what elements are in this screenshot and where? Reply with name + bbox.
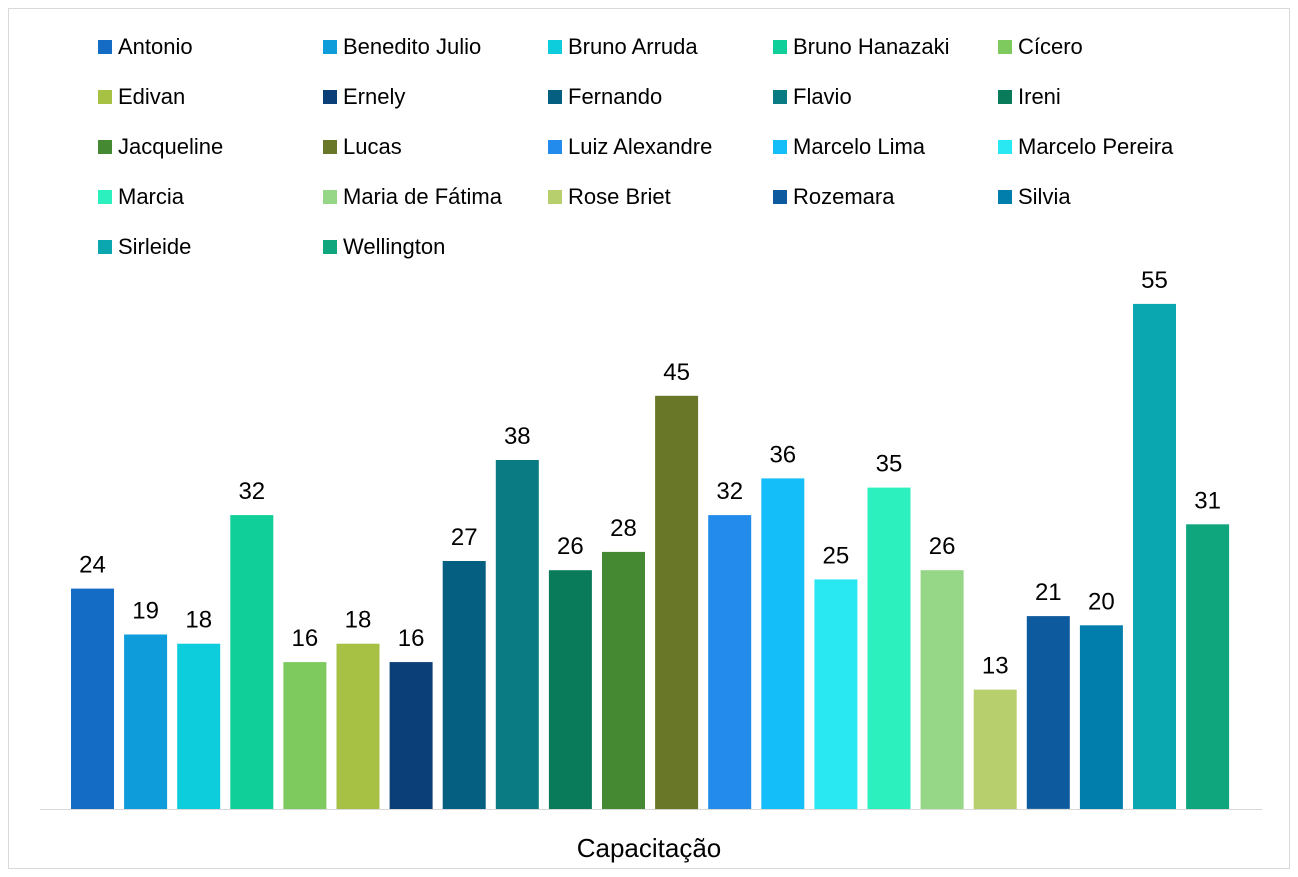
data-label: 35 xyxy=(876,451,903,478)
data-label: 18 xyxy=(345,607,372,634)
bar xyxy=(655,396,698,809)
data-label: 26 xyxy=(557,533,584,560)
data-label: 32 xyxy=(238,478,265,505)
data-label: 13 xyxy=(982,653,1009,680)
data-label: 24 xyxy=(79,552,106,579)
data-label: 38 xyxy=(504,423,531,450)
bar xyxy=(177,644,220,809)
data-label: 26 xyxy=(929,533,956,560)
data-label: 36 xyxy=(769,441,796,468)
bar xyxy=(443,561,486,809)
bar xyxy=(283,662,326,809)
data-label: 18 xyxy=(185,607,212,634)
bar xyxy=(921,570,964,809)
bar xyxy=(602,552,645,809)
bar xyxy=(1186,524,1229,809)
bar xyxy=(1027,616,1070,809)
data-label: 16 xyxy=(398,625,425,652)
data-label: 25 xyxy=(823,542,850,569)
bar xyxy=(708,515,751,809)
bar xyxy=(124,635,167,810)
bar xyxy=(496,460,539,809)
bar xyxy=(1133,304,1176,809)
data-label: 16 xyxy=(292,625,319,652)
bar xyxy=(337,644,380,809)
bar xyxy=(868,488,911,809)
data-label: 21 xyxy=(1035,579,1062,606)
bar xyxy=(761,478,804,809)
bar xyxy=(549,570,592,809)
data-label: 27 xyxy=(451,524,478,551)
data-label: 20 xyxy=(1088,588,1115,615)
data-label: 45 xyxy=(663,359,690,386)
data-label: 28 xyxy=(610,515,637,542)
bar xyxy=(974,690,1017,809)
data-label: 32 xyxy=(716,478,743,505)
data-label: 19 xyxy=(132,598,159,625)
data-label: 31 xyxy=(1194,487,1221,514)
data-label: 55 xyxy=(1141,267,1168,294)
bar xyxy=(814,579,857,809)
bar xyxy=(230,515,273,809)
bar xyxy=(1080,625,1123,809)
bar xyxy=(390,662,433,809)
x-axis-label: Capacitação xyxy=(0,833,1298,864)
bar xyxy=(71,589,114,809)
